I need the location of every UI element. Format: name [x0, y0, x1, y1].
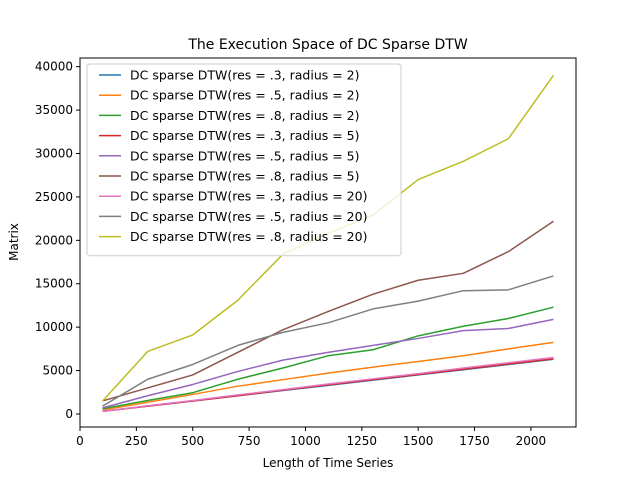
plot-frame: [79, 57, 577, 428]
series-line-2: [102, 341, 554, 411]
y-tick-label: 10000: [35, 320, 73, 334]
series-line-7: [102, 356, 554, 413]
x-tick-label: 1000: [290, 434, 321, 448]
series-line-8: [102, 275, 554, 407]
legend-label-5: DC sparse DTW(res = .5, radius = 5): [130, 148, 360, 163]
y-tick-label: 20000: [35, 233, 73, 247]
legend-label-9: DC sparse DTW(res = .8, radius = 20): [130, 229, 367, 244]
legend-label-8: DC sparse DTW(res = .5, radius = 20): [130, 209, 367, 224]
y-tick-label: 5000: [42, 364, 73, 378]
x-tick-label: 1250: [347, 434, 378, 448]
x-tick-label: 250: [125, 434, 148, 448]
series-line-3: [102, 306, 554, 410]
y-tick-label: 0: [65, 407, 73, 421]
series-layer: [101, 74, 555, 413]
series-line-5: [102, 318, 554, 409]
y-axis-label: Matrix: [7, 223, 21, 261]
legend: DC sparse DTW(res = .3, radius = 2) DC sp…: [86, 63, 402, 257]
y-tick-label: 15000: [35, 277, 73, 291]
legend-label-4: DC sparse DTW(res = .3, radius = 5): [130, 128, 360, 143]
y-axis-ticks: 0 5000 10000 15000 20000 25000 30000 35000 40000: [35, 60, 80, 421]
legend-label-6: DC sparse DTW(res = .8, radius = 5): [130, 169, 360, 184]
x-tick-label: 0: [76, 434, 84, 448]
chart-title: The Execution Space of DC Sparse DTW: [187, 37, 468, 53]
x-axis-ticks: 0 250 500 750 1000 1250 1500 1750 2000: [76, 427, 546, 448]
x-tick-label: 2000: [516, 434, 547, 448]
legend-label-3: DC sparse DTW(res = .8, radius = 2): [130, 108, 360, 123]
legend-label-2: DC sparse DTW(res = .5, radius = 2): [130, 88, 360, 103]
series-line-6: [102, 220, 554, 402]
legend-box: [86, 63, 402, 257]
y-tick-label: 35000: [35, 103, 73, 117]
y-tick-label: 40000: [35, 60, 73, 74]
x-axis-label: Length of Time Series: [263, 456, 394, 470]
x-tick-label: 500: [181, 434, 204, 448]
legend-label-7: DC sparse DTW(res = .3, radius = 20): [130, 189, 367, 204]
x-tick-label: 750: [238, 434, 261, 448]
x-tick-label: 1500: [403, 434, 434, 448]
y-tick-label: 25000: [35, 190, 73, 204]
legend-label-1: DC sparse DTW(res = .3, radius = 2): [130, 68, 360, 83]
y-tick-label: 30000: [35, 147, 73, 161]
x-tick-label: 1750: [459, 434, 490, 448]
